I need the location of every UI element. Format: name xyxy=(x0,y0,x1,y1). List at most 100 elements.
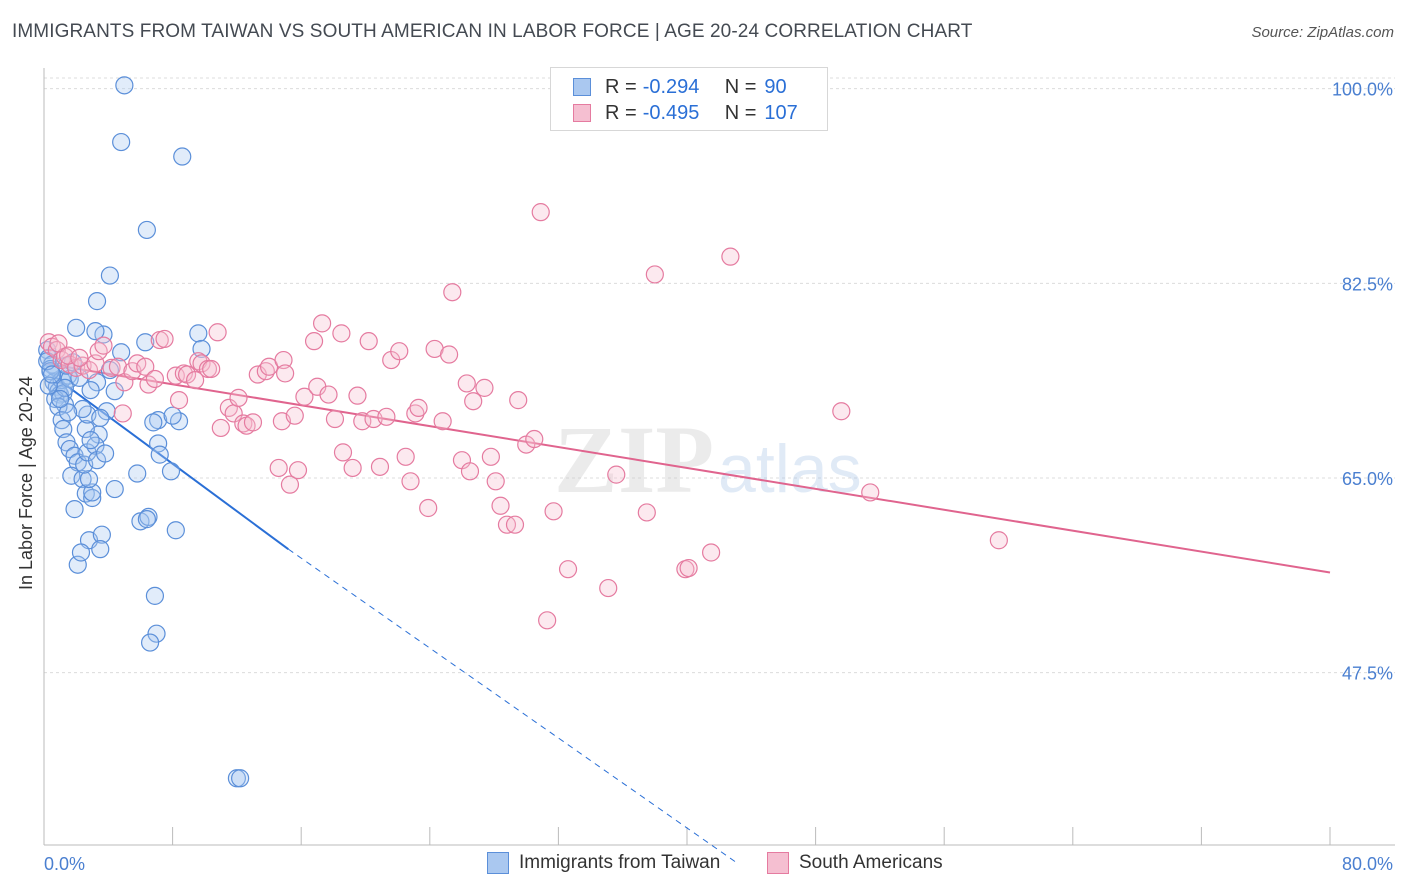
data-point-taiwan xyxy=(137,220,156,240)
data-point-south-american xyxy=(229,388,248,407)
data-point-taiwan xyxy=(128,464,147,483)
x-tick-label: 80.0% xyxy=(1342,854,1393,874)
data-point-south-american xyxy=(443,283,462,302)
data-point-south-american xyxy=(406,404,425,423)
legend-swatch-pink xyxy=(573,104,591,122)
data-point-taiwan xyxy=(71,543,91,562)
data-point-taiwan xyxy=(189,324,208,343)
legend-item-taiwan: Immigrants from Taiwan xyxy=(487,852,720,874)
data-point-taiwan xyxy=(50,389,70,409)
data-point-taiwan xyxy=(59,403,78,422)
trend-line-taiwan-extension xyxy=(288,548,736,863)
data-point-south-american xyxy=(211,418,230,438)
legend-item-south-american: South Americans xyxy=(767,852,943,874)
data-point-taiwan xyxy=(144,413,163,432)
data-point-south-american xyxy=(94,336,113,355)
data-point-south-american xyxy=(325,409,345,429)
data-point-taiwan xyxy=(39,376,58,395)
data-point-south-american xyxy=(457,374,476,393)
data-point-taiwan xyxy=(161,462,181,481)
data-point-south-american xyxy=(531,203,550,222)
data-point-taiwan xyxy=(105,479,124,499)
data-point-south-american xyxy=(219,398,238,417)
data-point-taiwan xyxy=(136,333,155,352)
data-point-south-american xyxy=(333,443,353,462)
data-point-south-american xyxy=(721,247,740,266)
data-point-south-american xyxy=(276,364,295,383)
data-point-south-american xyxy=(509,391,528,410)
data-point-taiwan xyxy=(100,266,120,285)
data-point-taiwan xyxy=(73,399,92,419)
data-point-taiwan xyxy=(115,76,134,95)
series-south-american xyxy=(39,203,1008,630)
data-point-taiwan xyxy=(92,525,111,544)
data-point-south-american xyxy=(243,413,263,432)
data-point-south-american xyxy=(464,392,483,411)
data-point-south-american xyxy=(481,447,500,466)
data-point-taiwan xyxy=(79,469,99,489)
data-point-south-american xyxy=(491,496,510,515)
data-point-taiwan xyxy=(62,466,81,485)
data-point-taiwan xyxy=(81,380,100,400)
data-point-taiwan xyxy=(83,483,102,502)
data-point-taiwan xyxy=(55,378,74,397)
watermark-atlas: atlas xyxy=(718,431,862,507)
data-point-south-american xyxy=(486,472,505,491)
data-point-taiwan xyxy=(83,488,102,508)
data-point-south-american xyxy=(332,324,351,343)
data-point-south-american xyxy=(401,472,420,491)
data-point-taiwan xyxy=(147,624,166,643)
x-tick-label: 0.0% xyxy=(44,854,85,874)
data-point-taiwan xyxy=(86,436,105,455)
data-point-south-american xyxy=(49,334,68,353)
data-point-south-american xyxy=(861,483,880,502)
data-point-taiwan xyxy=(65,500,84,519)
data-point-taiwan xyxy=(42,365,62,384)
data-point-south-american xyxy=(169,391,189,410)
y-tick-label: 65.0% xyxy=(1342,469,1393,489)
data-point-south-american xyxy=(538,611,557,630)
data-point-taiwan xyxy=(150,445,169,464)
data-point-south-american xyxy=(234,414,253,433)
grid-lines xyxy=(44,77,1395,674)
data-point-south-american xyxy=(269,458,288,478)
data-point-taiwan xyxy=(97,402,116,421)
data-point-taiwan xyxy=(163,406,182,425)
y-axis-label: In Labor Force | Age 20-24 xyxy=(16,376,36,590)
y-tick-label: 100.0% xyxy=(1332,80,1393,100)
data-point-south-american xyxy=(832,402,851,421)
source-label: Source: ZipAtlas.com xyxy=(1251,24,1394,41)
axes xyxy=(43,68,1395,846)
data-point-south-american xyxy=(607,465,626,484)
y-tick-label: 82.5% xyxy=(1342,274,1393,294)
data-point-taiwan xyxy=(112,343,131,362)
data-point-taiwan xyxy=(73,469,92,489)
legend-swatch-blue xyxy=(487,852,509,874)
data-point-south-american xyxy=(353,412,372,431)
data-point-taiwan xyxy=(145,586,165,605)
data-point-south-american xyxy=(304,332,324,351)
data-point-taiwan xyxy=(76,419,95,439)
data-point-south-american xyxy=(102,358,121,377)
data-point-south-american xyxy=(544,502,563,521)
correlation-legend: R = -0.294 N = 90 R = -0.495 N = 107 xyxy=(550,67,828,131)
data-point-south-american xyxy=(145,369,165,389)
data-point-south-american xyxy=(599,578,618,598)
data-point-south-american xyxy=(79,360,99,380)
legend-label: South Americans xyxy=(799,852,943,873)
data-point-taiwan xyxy=(137,510,156,529)
data-point-south-american xyxy=(679,558,698,578)
series-taiwan xyxy=(38,76,250,788)
data-point-south-american xyxy=(288,461,308,480)
data-point-south-american xyxy=(202,359,221,379)
n-label: N = xyxy=(724,75,757,98)
data-point-south-american xyxy=(645,265,664,284)
watermark: ZIP atlas xyxy=(554,406,862,513)
legend-row-taiwan: R = -0.294 N = 90 xyxy=(573,74,787,100)
data-point-taiwan xyxy=(140,633,160,652)
data-point-south-american xyxy=(558,560,578,579)
data-point-south-american xyxy=(348,386,367,405)
data-point-south-american xyxy=(285,406,304,425)
data-point-taiwan xyxy=(112,132,131,152)
data-point-taiwan xyxy=(86,322,105,341)
